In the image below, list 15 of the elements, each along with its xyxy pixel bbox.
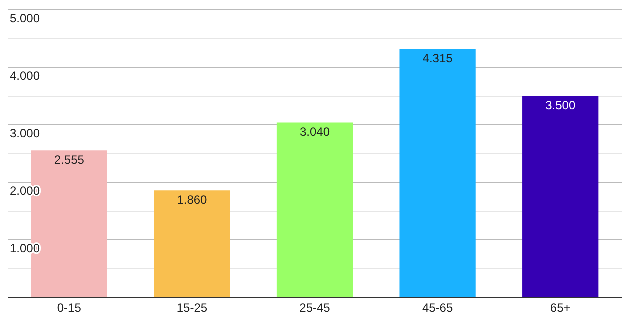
y-tick-label: 2.000 xyxy=(10,184,40,198)
data-label: 3.040 xyxy=(300,125,330,140)
y-tick-label: 5.000 xyxy=(10,11,40,26)
x-tick-label: 0-15 xyxy=(57,301,82,316)
data-label: 3.500 xyxy=(546,98,576,113)
data-label: 4.315 xyxy=(422,52,454,66)
data-label: 2.555 xyxy=(54,152,85,167)
y-tick-label: 4.000 xyxy=(10,68,40,83)
y-tick-label: 3.000 xyxy=(10,126,40,140)
x-tick-label: 25-45 xyxy=(300,301,331,316)
data-label: 1.860 xyxy=(177,192,208,207)
x-tick-label: 15-25 xyxy=(176,301,208,316)
x-tick-label: 45-65 xyxy=(422,301,454,316)
x-tick-label: 65+ xyxy=(550,301,571,316)
y-tick-label: 1.000 xyxy=(10,241,40,256)
